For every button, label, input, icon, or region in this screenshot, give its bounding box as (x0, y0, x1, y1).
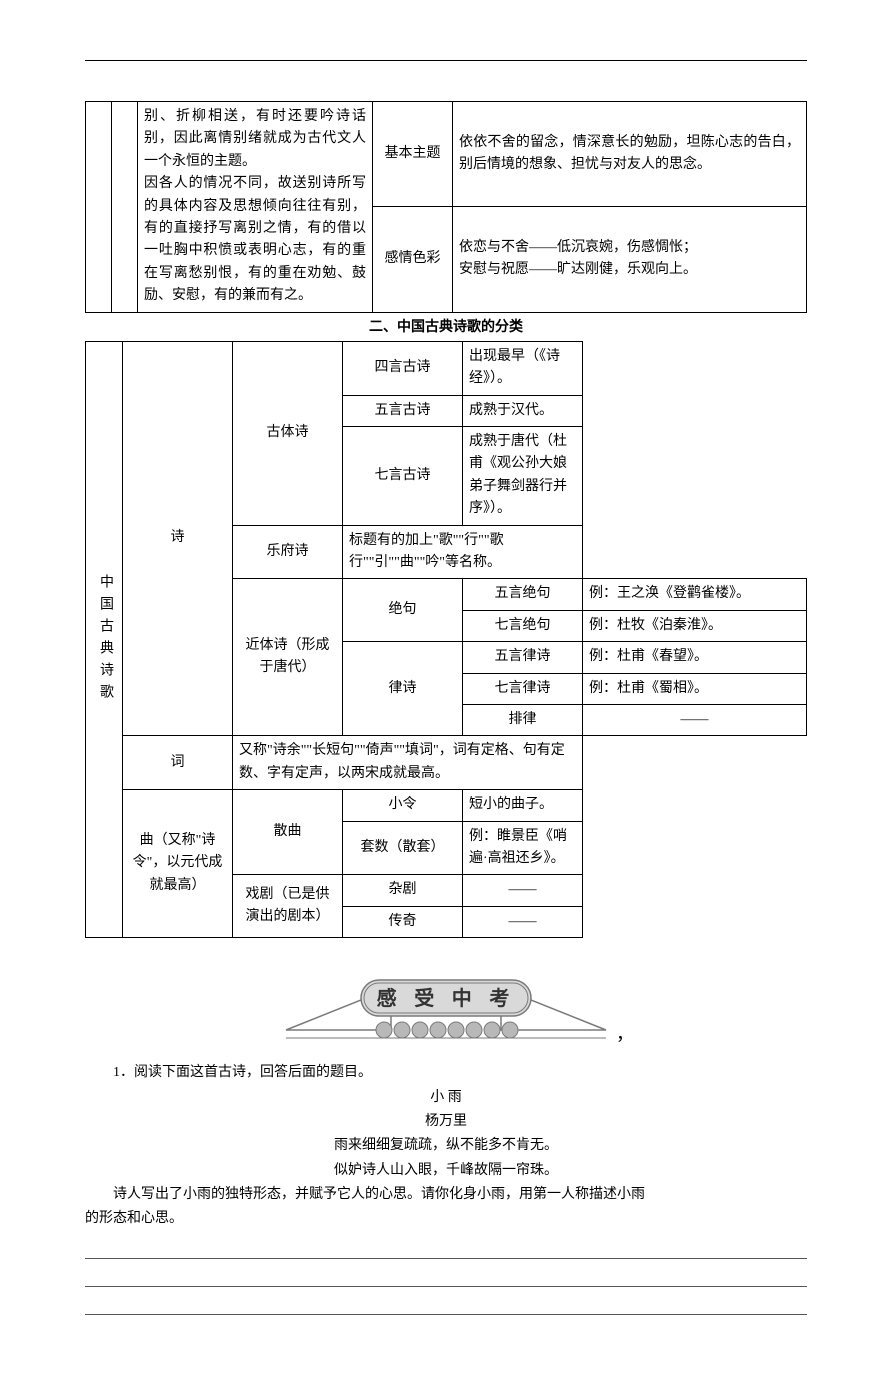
jueju-0-k: 五言绝句 (463, 579, 583, 610)
banner-text: 感 受 中 考 (377, 986, 516, 1010)
sanqu-1-k: 套数（散套） (343, 821, 463, 875)
document-page: 别、折柳相送，有时还要吟诗话别，因此离情别绪就成为古代文人一个永恒的主题。 因各… (0, 0, 892, 1381)
table-farewell-poetry: 别、折柳相送，有时还要吟诗话别，因此离情别绪就成为古代文人一个永恒的主题。 因各… (85, 101, 807, 313)
table1-row1-label: 感情色彩 (373, 207, 453, 312)
xiju-1-v: —— (463, 906, 583, 937)
sanqu-label: 散曲 (233, 790, 343, 875)
poem-author: 杨万里 (85, 1111, 807, 1133)
yuefu-text: 标题有的加上"歌""行""歌行""引""曲""吟"等名称。 (343, 525, 583, 579)
xiju-0-k: 杂剧 (343, 875, 463, 906)
root-label: 中国古典诗歌 (86, 341, 123, 937)
guti-0-k: 四言古诗 (343, 341, 463, 395)
guti-label: 古体诗 (233, 341, 343, 525)
answer-blank-line (85, 1237, 807, 1259)
question-prompt-line2: 的形态和心思。 (85, 1208, 807, 1230)
lvshi-2-k: 排律 (463, 704, 583, 735)
answer-blank-line (85, 1265, 807, 1287)
xiju-1-k: 传奇 (343, 906, 463, 937)
top-rule (85, 60, 807, 61)
sanqu-0-k: 小令 (343, 790, 463, 821)
banner-icon: 感 受 中 考 ， (246, 962, 646, 1052)
lvshi-0-k: 五言律诗 (463, 642, 583, 673)
qu-label: 曲（又称"诗令"，以元代成就最高） (123, 790, 233, 938)
table1-col-b (112, 102, 138, 313)
sanqu-1-v: 例：睢景臣《哨遍·高祖还乡》。 (463, 821, 583, 875)
xiju-0-v: —— (463, 875, 583, 906)
lvshi-1-k: 七言律诗 (463, 673, 583, 704)
section-title: 二、中国古典诗歌的分类 (85, 317, 807, 339)
lvshi-label: 律诗 (343, 642, 463, 736)
table1-col-a (86, 102, 112, 313)
guti-2-v: 成熟于唐代（杜甫《观公孙大娘弟子舞剑器行并序》）。 (463, 427, 583, 526)
jueju-1-v: 例：杜牧《泊秦淮》。 (583, 610, 807, 641)
lvshi-1-v: 例：杜甫《蜀相》。 (583, 673, 807, 704)
guti-2-k: 七言古诗 (343, 427, 463, 526)
svg-text:，: ， (616, 1024, 634, 1044)
lvshi-0-v: 例：杜甫《春望》。 (583, 642, 807, 673)
question-prompt-line1: 诗人写出了小雨的独特形态，并赋予它人的心思。请你化身小雨，用第一人称描述小雨 (85, 1184, 807, 1206)
poem-line-1: 似妒诗人山入眼，千峰故隔一帘珠。 (85, 1160, 807, 1182)
ci-text: 又称"诗余""长短句""倚声""填词"，词有定格、句有定数、字有定声，以两宋成就… (233, 736, 583, 790)
jinti-label: 近体诗（形成于唐代） (233, 579, 343, 736)
yuefu-label: 乐府诗 (233, 525, 343, 579)
sanqu-0-v: 短小的曲子。 (463, 790, 583, 821)
banner-container: 感 受 中 考 ， (85, 962, 807, 1052)
jueju-0-v: 例：王之涣《登鹳雀楼》。 (583, 579, 807, 610)
answer-blank-line (85, 1293, 807, 1315)
lvshi-2-v: —— (583, 704, 807, 735)
guti-1-k: 五言古诗 (343, 395, 463, 426)
shi-label: 诗 (123, 341, 233, 735)
table1-left-text: 别、折柳相送，有时还要吟诗话别，因此离情别绪就成为古代文人一个永恒的主题。 因各… (138, 102, 373, 313)
poem-title: 小 雨 (85, 1087, 807, 1109)
xiju-label: 戏剧（已是供演出的剧本） (233, 875, 343, 938)
table1-row0-text: 依依不舍的留念，情深意长的勉励，坦陈心志的告白，别后情境的想象、担忧与对友人的思… (453, 102, 807, 207)
guti-1-v: 成熟于汉代。 (463, 395, 583, 426)
table1-row1-text: 依恋与不舍——低沉哀婉，伤感惆怅； 安慰与祝愿——旷达刚健，乐观向上。 (453, 207, 807, 312)
jueju-1-k: 七言绝句 (463, 610, 583, 641)
jueju-label: 绝句 (343, 579, 463, 642)
poem-line-0: 雨来细细复疏疏，纵不能多不肯无。 (85, 1135, 807, 1157)
ci-label: 词 (123, 736, 233, 790)
table1-row0-label: 基本主题 (373, 102, 453, 207)
question-number: 1．阅读下面这首古诗，回答后面的题目。 (85, 1062, 807, 1084)
guti-0-v: 出现最早（《诗经》）。 (463, 341, 583, 395)
table-classical-poetry-classification: 中国古典诗歌 诗 古体诗 四言古诗 出现最早（《诗经》）。 五言古诗 成熟于汉代… (85, 341, 807, 938)
